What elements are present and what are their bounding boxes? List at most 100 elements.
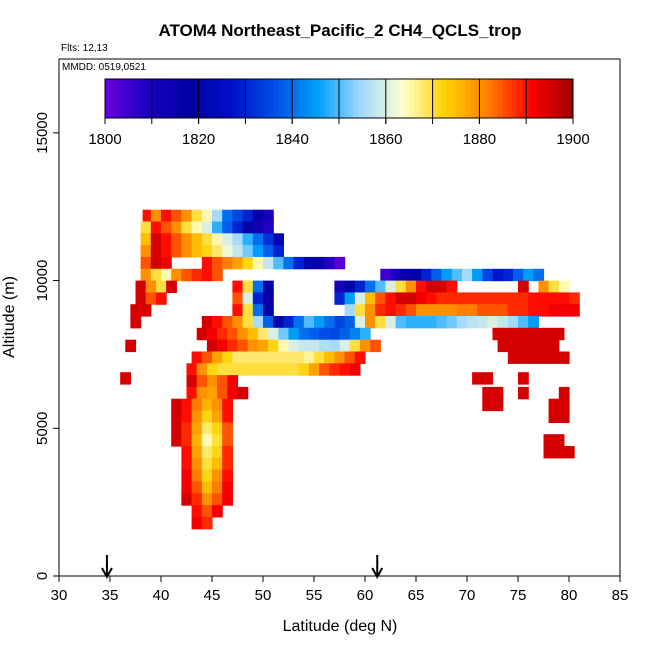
heatmap-cell bbox=[212, 245, 223, 258]
heatmap-cell bbox=[268, 339, 279, 353]
heatmap-cell bbox=[171, 268, 182, 282]
heatmap-cell bbox=[558, 410, 570, 423]
heatmap-cell bbox=[472, 372, 483, 385]
heatmap-cell bbox=[395, 280, 407, 293]
heatmap-cell bbox=[405, 316, 417, 329]
heatmap-cell bbox=[334, 280, 346, 293]
heatmap-cell bbox=[161, 209, 172, 223]
heatmap-cell bbox=[334, 292, 346, 305]
x-tick-label: 60 bbox=[357, 587, 374, 604]
heatmap-cell bbox=[518, 280, 529, 293]
heatmap-cell bbox=[217, 339, 228, 353]
heatmap-cell bbox=[375, 292, 386, 305]
heatmap-cell bbox=[375, 304, 386, 317]
heatmap-cell bbox=[212, 233, 223, 246]
heatmap-cell bbox=[263, 351, 274, 364]
heatmap-cell bbox=[161, 245, 172, 258]
colorbar-segment bbox=[109, 79, 115, 118]
heatmap-cell bbox=[140, 221, 152, 234]
heatmap-cell bbox=[507, 339, 519, 353]
colorbar-segment bbox=[399, 79, 405, 118]
heatmap-cell bbox=[482, 268, 494, 282]
heatmap-cell bbox=[431, 268, 443, 282]
heatmap-cell bbox=[252, 316, 264, 329]
heatmap-cell bbox=[451, 268, 463, 282]
heatmap-cell bbox=[171, 233, 182, 246]
heatmap-cell bbox=[487, 304, 499, 317]
y-axis: 0 5000 10000 15000 bbox=[34, 112, 59, 580]
heatmap-cell bbox=[467, 292, 478, 305]
heatmap-cell bbox=[217, 327, 228, 341]
heatmap-cell bbox=[191, 505, 203, 518]
heatmap-cell bbox=[206, 327, 218, 341]
heatmap-cell bbox=[518, 386, 529, 400]
heatmap-cell bbox=[191, 469, 203, 482]
heatmap-cell bbox=[354, 351, 366, 364]
y-tick-label: 5000 bbox=[34, 412, 51, 445]
heatmap-cell bbox=[319, 363, 330, 376]
heatmap-cell bbox=[314, 256, 325, 270]
heatmap-cell bbox=[232, 245, 244, 258]
heatmap-cell bbox=[263, 280, 274, 293]
heatmap-cell bbox=[273, 316, 284, 329]
heatmap-cell bbox=[201, 422, 213, 435]
colorbar-segment bbox=[226, 79, 232, 118]
flights-label: Flts: 12,13 bbox=[61, 43, 108, 54]
heatmap-cell bbox=[507, 316, 519, 329]
heatmap-cell bbox=[263, 209, 274, 223]
heatmap-cell bbox=[467, 304, 478, 317]
colorbar-segment bbox=[465, 79, 471, 118]
heatmap-cell bbox=[150, 245, 162, 258]
heatmap-cell bbox=[212, 221, 223, 234]
heatmap-cell bbox=[492, 268, 504, 282]
colorbar-segment bbox=[530, 79, 536, 118]
heatmap-cell bbox=[191, 233, 203, 246]
heatmap-cell bbox=[273, 351, 284, 364]
colorbar-segment bbox=[334, 79, 340, 118]
heatmap-cell bbox=[288, 363, 300, 376]
heatmap-cell bbox=[171, 410, 182, 423]
heatmap-cell bbox=[492, 398, 504, 412]
heatmap-cell bbox=[252, 304, 264, 317]
heatmap-cell bbox=[354, 316, 366, 329]
heatmap-cell bbox=[569, 304, 580, 317]
heatmap-cell bbox=[145, 280, 157, 293]
heatmap-cell bbox=[227, 375, 239, 388]
heatmap-cell bbox=[181, 410, 193, 423]
heatmap-cell bbox=[416, 292, 427, 305]
heatmap-cell bbox=[446, 292, 458, 305]
colorbar-tick-label: 1880 bbox=[463, 131, 496, 148]
heatmap-cell bbox=[553, 434, 565, 447]
heatmap-cell bbox=[507, 304, 519, 317]
heatmap-cell bbox=[212, 434, 223, 447]
y-tick-label: 10000 bbox=[34, 260, 51, 302]
colorbar-segment bbox=[516, 79, 522, 118]
colorbar-segment bbox=[133, 79, 139, 118]
heatmap-cell bbox=[339, 327, 351, 341]
heatmap-cell bbox=[359, 327, 371, 341]
heatmap-cell bbox=[191, 516, 203, 530]
heatmap-cell bbox=[247, 339, 259, 353]
heatmap-cell bbox=[268, 327, 279, 341]
colorbar-segment bbox=[362, 79, 368, 118]
heatmap-cell bbox=[263, 221, 274, 234]
heatmap-cell bbox=[212, 446, 223, 459]
colorbar-segment bbox=[507, 79, 513, 118]
heatmap-cell bbox=[563, 446, 575, 459]
heatmap-cell bbox=[456, 304, 468, 317]
colorbar-segment bbox=[451, 79, 457, 118]
heatmap-cell bbox=[497, 316, 509, 329]
flight-arrow bbox=[101, 555, 113, 580]
heatmap-cell bbox=[212, 481, 223, 494]
heatmap-cell bbox=[222, 457, 233, 471]
x-tick-label: 85 bbox=[612, 587, 629, 604]
heatmap-cell bbox=[222, 434, 233, 447]
colorbar-segment bbox=[526, 79, 532, 118]
heatmap-cell bbox=[181, 469, 193, 482]
heatmap-cell bbox=[558, 398, 570, 412]
heatmap-cell bbox=[201, 268, 213, 282]
heatmap-cell bbox=[518, 351, 529, 364]
plot-frame bbox=[58, 58, 621, 577]
heatmap-cell bbox=[140, 245, 152, 258]
heatmap-cell bbox=[130, 316, 142, 329]
